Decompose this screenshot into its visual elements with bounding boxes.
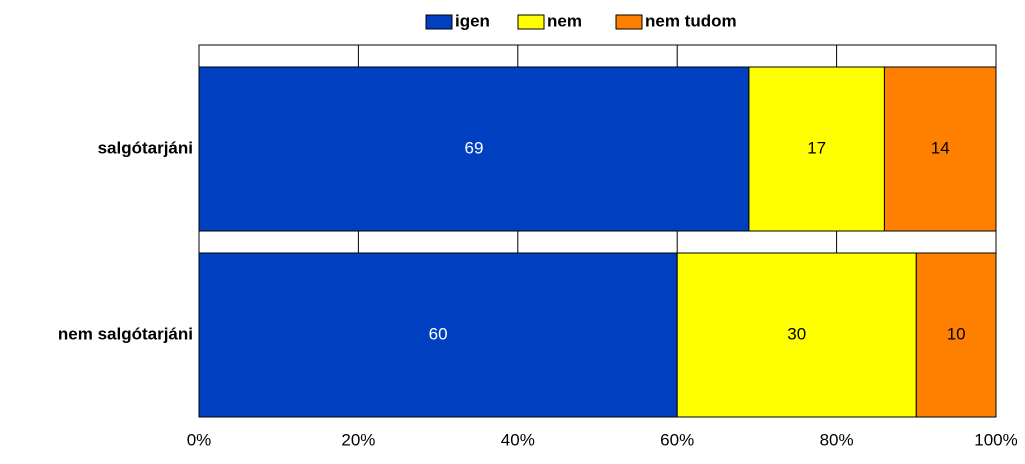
x-tick-label: 0% [187, 430, 212, 449]
data-label: 14 [931, 138, 950, 157]
y-tick-label: nem salgótarjáni [58, 324, 193, 343]
x-tick-label: 80% [820, 430, 854, 449]
data-label: 60 [429, 324, 448, 343]
legend-label: nem [547, 11, 582, 30]
y-tick-label: salgótarjáni [98, 138, 193, 157]
data-label: 10 [947, 324, 966, 343]
x-tick-label: 60% [660, 430, 694, 449]
x-tick-label: 40% [501, 430, 535, 449]
bar [915, 252, 997, 418]
legend-swatch [425, 14, 453, 30]
legend-swatch [517, 14, 545, 30]
data-label: 30 [787, 324, 806, 343]
legend-label: igen [455, 11, 490, 30]
data-label: 69 [465, 138, 484, 157]
bar [748, 66, 885, 232]
bar [883, 66, 997, 232]
bar [198, 252, 678, 418]
x-tick-label: 100% [974, 430, 1017, 449]
legend-label: nem tudom [645, 11, 737, 30]
data-label: 17 [807, 138, 826, 157]
bar [676, 252, 917, 418]
legend-swatch [615, 14, 643, 30]
x-tick-label: 20% [341, 430, 375, 449]
